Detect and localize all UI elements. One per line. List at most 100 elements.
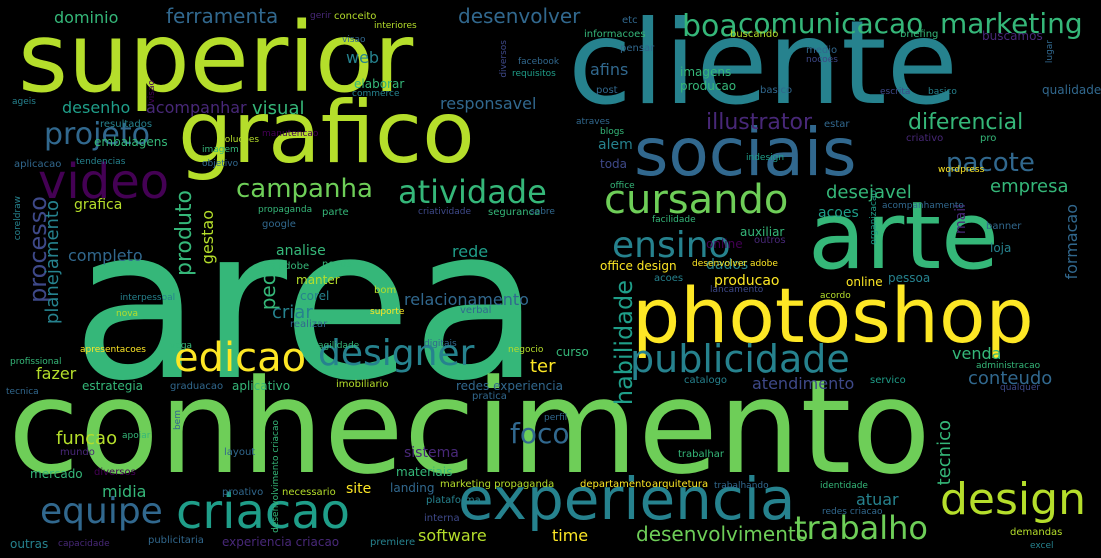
word-web: web xyxy=(346,48,380,67)
word-premiere: premiere xyxy=(370,537,416,548)
word-apoiar: perfil xyxy=(544,413,568,423)
word-formacao: grafica xyxy=(74,197,123,213)
word-adobe: adobe xyxy=(278,261,310,272)
word-designer: designer xyxy=(318,333,475,374)
word-corel: corel xyxy=(300,289,330,303)
word-relacionamento: formacao xyxy=(1062,204,1081,280)
word-trabalho: trabalho xyxy=(794,509,928,547)
word-profissional: apresentacoes xyxy=(80,345,146,355)
word-parte: propaganda xyxy=(258,205,313,215)
word-funcao: sistema xyxy=(404,445,459,461)
word-marketing: marketing xyxy=(940,7,1083,40)
word-diferencial: diferencial xyxy=(908,110,1024,135)
word-gerir: gerir xyxy=(310,11,332,21)
word-elaboracao: planejamento xyxy=(42,200,63,325)
word-designer-marketing: desenvolvimento criacao xyxy=(271,420,281,533)
word-buscando: buscando xyxy=(730,29,779,40)
word-trabalhando: trabalhando xyxy=(714,481,769,491)
word-office: imagem xyxy=(202,145,239,155)
word-aplicativo: aplicativo xyxy=(232,379,291,393)
word-apresentacoes: digitais xyxy=(424,339,457,349)
word-manutencao: solucoes xyxy=(220,135,260,145)
word-commerce: commerce xyxy=(352,89,400,99)
word-landing: landing xyxy=(390,481,435,495)
word-sistema: midia xyxy=(102,482,147,501)
word-vaga: nova xyxy=(116,309,139,319)
word-tecnico: time xyxy=(552,526,589,545)
word-informacoes: informacoes xyxy=(584,29,646,40)
word-wordpress: office xyxy=(610,181,635,191)
word-mercado: mercado xyxy=(30,467,83,481)
word-outras: outras xyxy=(10,537,49,551)
word-imagem: objetivo xyxy=(202,159,239,169)
word-atividade: atividade xyxy=(398,173,547,211)
word-buscamos: buscamos xyxy=(982,29,1043,43)
word-ageis: ageis xyxy=(12,97,36,107)
word-acordo: lancamento xyxy=(710,285,764,295)
word-layout: mundo xyxy=(60,447,95,458)
word-digitais: agilidade xyxy=(318,341,360,351)
word-suporte: outros xyxy=(754,235,786,246)
word-seguranca: criatividade xyxy=(418,207,471,217)
word-illustrator: illustrator xyxy=(706,110,813,135)
word-completo: rede xyxy=(452,242,489,261)
word-materiais-marketing: online xyxy=(846,275,883,289)
word-planejamento: gestao xyxy=(198,210,217,265)
word-office-design: office design xyxy=(600,259,677,273)
word-desenvolvimento: desenvolvimento xyxy=(636,522,808,546)
word-rede: relacionamento xyxy=(404,290,529,309)
word-proativo: proativo xyxy=(222,487,264,498)
word-visao: visao xyxy=(342,35,366,45)
word-photoshop: photoshop xyxy=(632,271,1034,360)
word-requisitos: post xyxy=(596,85,618,96)
word-estar: blogs xyxy=(600,127,625,137)
word-time: site xyxy=(346,481,372,497)
word-midia: atuar xyxy=(856,490,899,509)
word-pro: criativo xyxy=(906,133,944,144)
word-qualquer: qualquer xyxy=(1000,383,1041,393)
word-cliente: cliente xyxy=(568,0,958,131)
word-redes-experiencia: redes experiencia xyxy=(456,379,563,393)
word-facilidade: sobre xyxy=(530,207,555,217)
word-diversos: diversos xyxy=(94,467,136,478)
word-design: design xyxy=(940,474,1086,525)
word-servico: servico xyxy=(870,375,906,386)
word-visual: visual xyxy=(252,98,305,119)
word-excel: excel xyxy=(1030,541,1054,551)
word-curso: curso xyxy=(556,345,589,359)
word-materiais: materiais xyxy=(396,465,453,479)
word-campanha: campanha xyxy=(236,174,373,204)
word-foco: funcao xyxy=(56,428,118,449)
word-redes-criacao: redes criacao xyxy=(822,507,883,517)
word-site: alem xyxy=(598,137,633,153)
word-agencia: bem xyxy=(173,410,183,431)
word-responsavel: responsavel xyxy=(440,94,537,113)
word-pensar: pensar xyxy=(620,43,655,54)
word-blogs: atraves xyxy=(576,117,610,127)
word-publicitaria: publicitaria xyxy=(148,535,204,546)
word-criar: analise xyxy=(276,243,326,259)
word-imagens: producao xyxy=(680,79,737,93)
word-acoes: acoes xyxy=(654,273,684,284)
word-google: coreldraw xyxy=(13,196,23,241)
word-bom: bom xyxy=(374,285,397,296)
word-produto: produto xyxy=(172,190,197,276)
word-desenvolver-adobe: desenvolver adobe xyxy=(692,259,778,269)
word-verbal: verbal xyxy=(460,305,492,316)
word-basico: basico xyxy=(928,87,957,97)
word-experiencia: experiencia xyxy=(458,465,796,533)
word-desenvolver: desenvolver xyxy=(458,4,581,28)
word-interna: interna xyxy=(424,513,460,524)
word-equipe: equipe xyxy=(40,491,163,532)
word-software: software xyxy=(418,526,487,545)
word-peca: criar xyxy=(272,302,313,323)
word-medio: medio xyxy=(806,45,838,56)
word-atendimento: atendimento xyxy=(752,374,855,393)
word-ter: foco xyxy=(510,417,570,450)
word-capacidade: capacidade xyxy=(58,539,110,549)
word-boa: boa xyxy=(682,9,738,44)
word-habilidade: habilidade xyxy=(610,280,638,406)
word-negocio: negocio xyxy=(508,345,544,355)
word-identidade: identidade xyxy=(820,481,868,491)
word-engenharia: diversos xyxy=(499,40,509,78)
